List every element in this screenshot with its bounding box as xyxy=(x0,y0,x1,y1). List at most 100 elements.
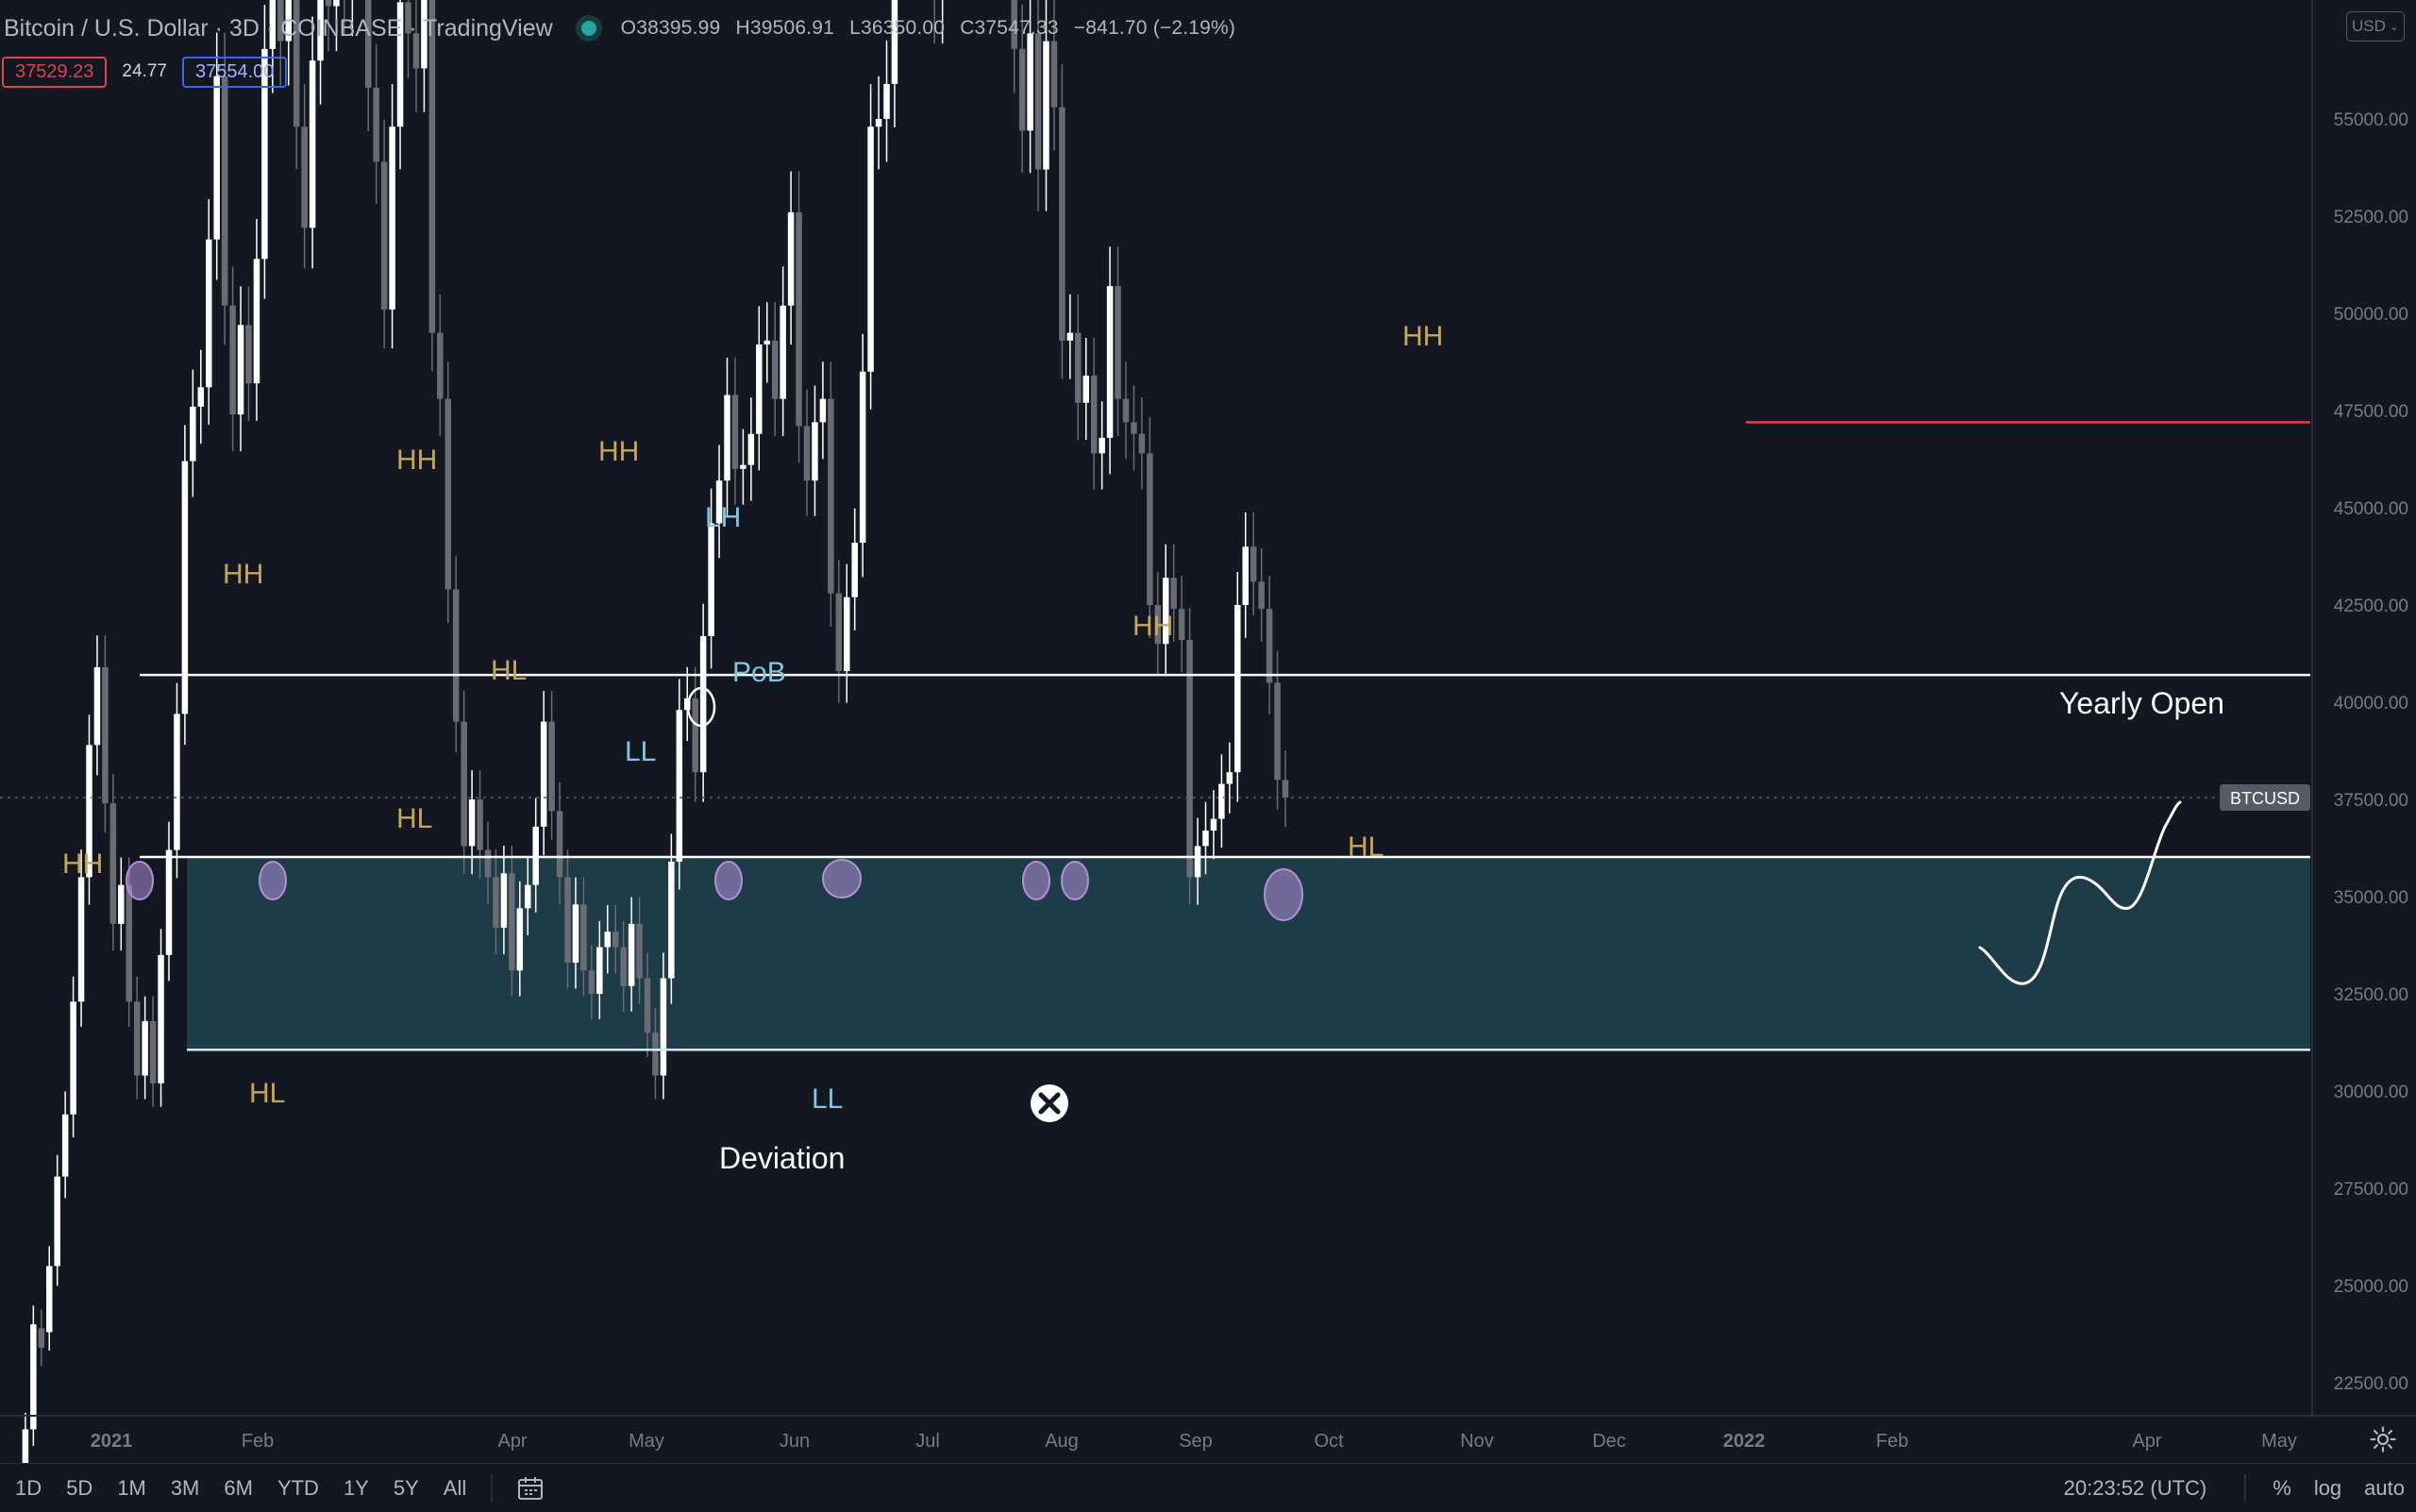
range-all-button[interactable]: All xyxy=(444,1476,466,1501)
candle-body xyxy=(118,885,125,924)
candle-body xyxy=(732,395,739,469)
axes-layer: 22500.0025000.0027500.0030000.0032500.00… xyxy=(0,0,2416,1452)
candle-body xyxy=(389,126,395,310)
candle-body xyxy=(1283,780,1289,798)
calendar-range-icon[interactable] xyxy=(517,1476,545,1501)
candle-body xyxy=(198,387,205,407)
candle-body xyxy=(166,850,173,955)
auto-scale-toggle[interactable]: auto xyxy=(2364,1476,2405,1501)
candle-body xyxy=(1083,376,1090,403)
range-5y-button[interactable]: 5Y xyxy=(394,1476,419,1501)
candle-body xyxy=(820,399,827,423)
percent-scale-toggle[interactable]: % xyxy=(2273,1476,2291,1501)
candle-body xyxy=(222,76,228,306)
candle-body xyxy=(213,76,220,240)
candle-body xyxy=(453,590,460,722)
candle-body xyxy=(580,904,587,970)
candle-body xyxy=(1274,682,1281,780)
range-1d-button[interactable]: 1D xyxy=(15,1476,42,1501)
x-tick-label: Sep xyxy=(1179,1431,1213,1452)
settings-gear-icon[interactable] xyxy=(2369,1425,2397,1453)
annotation-hl-1: HL xyxy=(249,1078,285,1109)
candle-body xyxy=(381,161,388,310)
candle-body xyxy=(748,434,755,465)
utc-clock[interactable]: 20:23:52 (UTC) xyxy=(2064,1476,2207,1501)
candle-body xyxy=(1243,546,1250,605)
range-5d-button[interactable]: 5D xyxy=(66,1476,92,1501)
candle-body xyxy=(1035,33,1042,169)
candle-body xyxy=(867,126,874,372)
candle-body xyxy=(1218,784,1225,819)
toolbar-divider xyxy=(491,1474,493,1503)
annotation-hl-2: HL xyxy=(396,803,432,834)
annotation-pob: PoB xyxy=(732,657,786,688)
candle-body xyxy=(1027,33,1033,130)
candle-body xyxy=(1179,609,1185,640)
candle-body xyxy=(1075,333,1082,403)
candle-body xyxy=(501,873,508,928)
candle-body xyxy=(740,465,747,469)
candle-body xyxy=(804,426,811,480)
candle-body xyxy=(605,932,612,947)
range-3m-button[interactable]: 3M xyxy=(171,1476,200,1501)
range-ytd-button[interactable]: YTD xyxy=(277,1476,319,1501)
range-6m-button[interactable]: 6M xyxy=(224,1476,253,1501)
candle-body xyxy=(1147,453,1153,605)
touch-circle xyxy=(126,862,153,899)
x-tick-label: Apr xyxy=(2132,1431,2161,1452)
bottom-right-controls: 20:23:52 (UTC) % log auto xyxy=(2064,1464,2416,1512)
buy-price-button[interactable]: 37554.00 xyxy=(182,57,287,88)
candle-body xyxy=(39,1328,45,1348)
candle-body xyxy=(1091,376,1098,453)
candle-body xyxy=(78,877,85,1001)
currency-select[interactable]: USD⌄ xyxy=(2346,11,2405,42)
touch-circle xyxy=(823,860,861,898)
candle-body xyxy=(828,399,834,594)
candle-body xyxy=(333,0,340,7)
annotation-hh-5: HH xyxy=(1132,611,1173,642)
y-tick-label: 22500.00 xyxy=(2334,1374,2408,1394)
annotation-hl-4: HL xyxy=(1348,832,1384,863)
candle-body xyxy=(254,259,260,383)
annotation-hh-4: HH xyxy=(598,436,639,467)
candle-body xyxy=(158,955,164,1084)
x-tick-label: 2021 xyxy=(91,1431,133,1452)
range-1y-button[interactable]: 1Y xyxy=(344,1476,369,1501)
candle-body xyxy=(30,1324,37,1429)
change-value: −841.70 (−2.19%) xyxy=(1074,17,1235,39)
candle-body xyxy=(485,850,492,878)
candle-body xyxy=(517,908,524,970)
candle-body xyxy=(126,885,133,1002)
candle-body xyxy=(1202,831,1209,846)
candle-body xyxy=(134,1001,141,1075)
annotation-hh-2: HH xyxy=(223,559,263,590)
candle-body xyxy=(461,722,467,847)
candle-body xyxy=(764,341,771,344)
range-1m-button[interactable]: 1M xyxy=(117,1476,146,1501)
candle-body xyxy=(326,0,332,7)
annotation-ll-1: LL xyxy=(625,736,656,767)
annotation-yearly-open: Yearly Open xyxy=(2059,686,2224,720)
candle-body xyxy=(525,885,531,909)
annotation-ll-2: LL xyxy=(812,1084,843,1115)
high-value: H39506.91 xyxy=(735,17,834,39)
log-scale-toggle[interactable]: log xyxy=(2314,1476,2341,1501)
market-status-icon xyxy=(581,21,596,36)
touch-circle xyxy=(715,862,742,899)
bid-ask-box: 37529.23 24.77 37554.00 xyxy=(2,55,287,89)
candle-body xyxy=(724,395,730,481)
sell-price-button[interactable]: 37529.23 xyxy=(2,57,107,88)
candle-body xyxy=(62,1115,69,1177)
candle-body xyxy=(94,667,101,745)
candle-body xyxy=(1139,434,1146,454)
ohlc-readout: O38395.99 H39506.91 L36350.00 C37547.33 … xyxy=(621,17,1245,40)
annotation-hh-3: HH xyxy=(396,445,437,476)
candle-body xyxy=(636,924,643,979)
y-tick-label: 32500.00 xyxy=(2334,985,2408,1005)
candle-body xyxy=(469,799,476,846)
candle-body xyxy=(629,924,635,986)
touch-circle xyxy=(260,862,286,899)
candle-body xyxy=(661,979,667,1076)
annotation-hh-1: HH xyxy=(62,848,103,880)
